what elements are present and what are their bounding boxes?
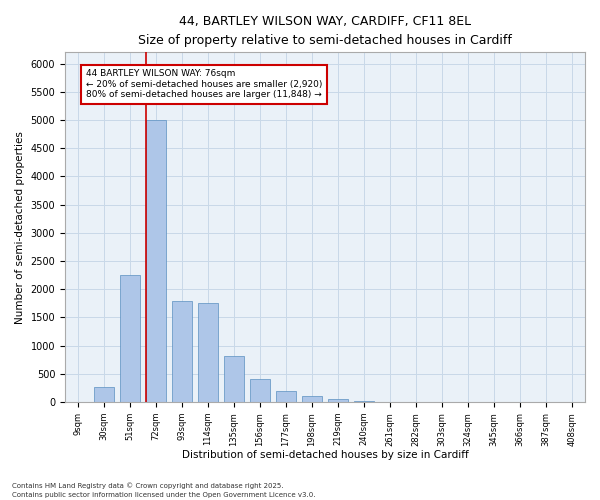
Text: 44 BARTLEY WILSON WAY: 76sqm
← 20% of semi-detached houses are smaller (2,920)
8: 44 BARTLEY WILSON WAY: 76sqm ← 20% of se… [86, 70, 322, 99]
Bar [328, 399, 349, 402]
Bar [250, 379, 271, 402]
Text: Contains HM Land Registry data © Crown copyright and database right 2025.: Contains HM Land Registry data © Crown c… [12, 482, 284, 489]
Bar [197, 304, 218, 402]
Bar [172, 300, 193, 402]
X-axis label: Distribution of semi-detached houses by size in Cardiff: Distribution of semi-detached houses by … [182, 450, 469, 460]
Title: 44, BARTLEY WILSON WAY, CARDIFF, CF11 8EL
Size of property relative to semi-deta: 44, BARTLEY WILSON WAY, CARDIFF, CF11 8E… [138, 15, 512, 47]
Bar [353, 401, 374, 402]
Bar [94, 387, 115, 402]
Bar [302, 396, 322, 402]
Bar [224, 356, 244, 402]
Text: Contains public sector information licensed under the Open Government Licence v3: Contains public sector information licen… [12, 492, 316, 498]
Bar [146, 120, 166, 402]
Bar [119, 275, 140, 402]
Bar [275, 391, 296, 402]
Y-axis label: Number of semi-detached properties: Number of semi-detached properties [15, 131, 25, 324]
